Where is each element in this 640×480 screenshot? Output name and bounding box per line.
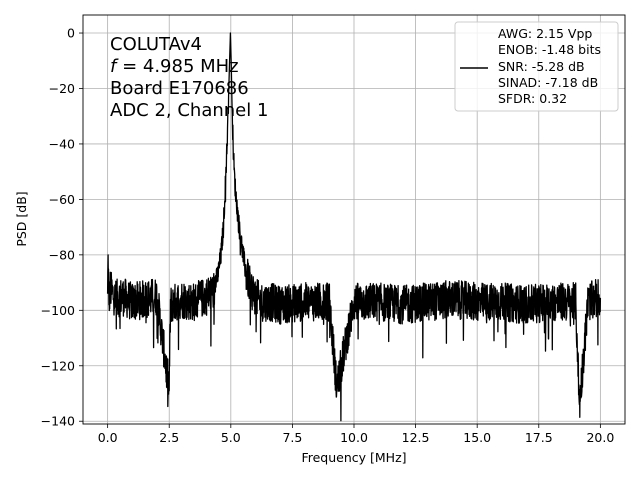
annotation-line-1: COLUTAv4 [110, 34, 202, 55]
psd-series-line [106, 32, 602, 422]
y-tick-label: −40 [49, 136, 75, 151]
legend-enob: ENOB: -1.48 bits [498, 42, 601, 57]
frequency-value: = 4.985 MHz [116, 56, 238, 77]
annotation-line-2: f = 4.985 MHz [110, 56, 239, 77]
x-tick-label: 12.5 [402, 430, 430, 445]
x-tick-label: 7.5 [282, 430, 302, 445]
legend-sinad: SINAD: -7.18 dB [498, 75, 598, 90]
x-tick-label: 17.5 [525, 430, 553, 445]
y-tick-label: −140 [41, 414, 75, 429]
legend-sfdr: SFDR: 0.32 [498, 91, 567, 106]
y-axis-ticks: 0 −20 −40 −60 −80 −100 −120 −140 [41, 26, 83, 429]
x-tick-label: 0.0 [98, 430, 118, 445]
legend-snr: SNR: -5.28 dB [498, 59, 585, 74]
x-tick-label: 20.0 [586, 430, 614, 445]
x-tick-label: 15.0 [463, 430, 491, 445]
x-tick-label: 10.0 [340, 430, 368, 445]
y-tick-label: 0 [67, 26, 75, 41]
x-tick-label: 5.0 [221, 430, 241, 445]
x-axis-ticks: 0.0 2.5 5.0 7.5 10.0 12.5 15.0 17.5 20.0 [98, 424, 614, 445]
annotation-line-3: Board E170686 [110, 78, 249, 99]
legend-box [454, 21, 619, 112]
y-tick-label: −100 [41, 303, 75, 318]
grid [83, 15, 625, 424]
x-tick-label: 2.5 [159, 430, 179, 445]
legend: AWG: 2.15 Vpp ENOB: -1.48 bits SNR: -5.2… [454, 21, 619, 112]
frequency-symbol: f [110, 56, 119, 77]
series-layer [106, 32, 602, 422]
x-axis-title: Frequency [MHz] [301, 450, 406, 465]
y-tick-label: −120 [41, 358, 75, 373]
annotation-block: COLUTAv4 f = 4.985 MHz Board E170686 ADC… [110, 34, 268, 121]
y-axis-title: PSD [dB] [14, 191, 29, 246]
annotation-line-4: ADC 2, Channel 1 [110, 100, 268, 121]
y-tick-label: −20 [49, 81, 75, 96]
y-tick-label: −60 [49, 192, 75, 207]
legend-awg: AWG: 2.15 Vpp [498, 26, 592, 41]
y-tick-label: −80 [49, 247, 75, 262]
